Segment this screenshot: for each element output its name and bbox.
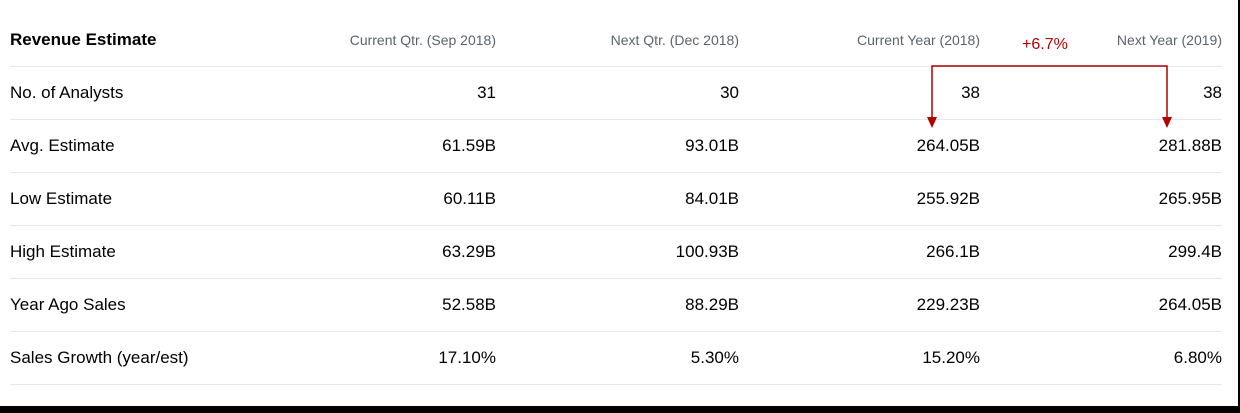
table-row-avg-estimate: Avg. Estimate 61.59B 93.01B 264.05B 281.… [10, 119, 1222, 173]
header-revenue-estimate: Revenue Estimate [10, 14, 256, 67]
cell-current-qtr: 61.59B [256, 119, 496, 173]
cell-next-year: 6.80% [980, 331, 1222, 385]
cell-current-year: 255.92B [739, 172, 980, 226]
revenue-estimate-table: Revenue Estimate Current Qtr. (Sep 2018)… [10, 14, 1222, 385]
cell-next-year: 264.05B [980, 278, 1222, 332]
header-current-qtr: Current Qtr. (Sep 2018) [256, 14, 496, 67]
cell-current-qtr: 17.10% [256, 331, 496, 385]
cell-next-year: 38 [980, 66, 1222, 120]
table-header-row: Revenue Estimate Current Qtr. (Sep 2018)… [10, 14, 1222, 67]
table-row-year-ago-sales: Year Ago Sales 52.58B 88.29B 229.23B 264… [10, 278, 1222, 332]
header-current-year: Current Year (2018) [739, 14, 980, 67]
row-label: Sales Growth (year/est) [10, 331, 256, 385]
table-row-sales-growth: Sales Growth (year/est) 17.10% 5.30% 15.… [10, 331, 1222, 385]
cell-next-qtr: 100.93B [496, 225, 739, 279]
table-row-low-estimate: Low Estimate 60.11B 84.01B 255.92B 265.9… [10, 172, 1222, 226]
cell-next-year: 265.95B [980, 172, 1222, 226]
cell-current-qtr: 63.29B [256, 225, 496, 279]
cell-current-year: 38 [739, 66, 980, 120]
cell-current-qtr: 60.11B [256, 172, 496, 226]
cell-current-year: 264.05B [739, 119, 980, 173]
row-label: No. of Analysts [10, 66, 256, 120]
row-label: Avg. Estimate [10, 119, 256, 173]
cell-next-qtr: 30 [496, 66, 739, 120]
row-label: High Estimate [10, 225, 256, 279]
cell-current-qtr: 52.58B [256, 278, 496, 332]
cell-current-year: 229.23B [739, 278, 980, 332]
cell-next-year: 299.4B [980, 225, 1222, 279]
cell-next-qtr: 93.01B [496, 119, 739, 173]
cell-next-year: 281.88B [980, 119, 1222, 173]
header-next-year: Next Year (2019) [980, 14, 1222, 67]
cell-next-qtr: 5.30% [496, 331, 739, 385]
cell-next-qtr: 88.29B [496, 278, 739, 332]
table-row-no-of-analysts: No. of Analysts 31 30 38 38 [10, 66, 1222, 120]
row-label: Low Estimate [10, 172, 256, 226]
row-label: Year Ago Sales [10, 278, 256, 332]
growth-percent-label: +6.7% [1022, 36, 1068, 53]
cell-next-qtr: 84.01B [496, 172, 739, 226]
cell-current-year: 15.20% [739, 331, 980, 385]
table-row-high-estimate: High Estimate 63.29B 100.93B 266.1B 299.… [10, 225, 1222, 279]
cell-current-qtr: 31 [256, 66, 496, 120]
cell-current-year: 266.1B [739, 225, 980, 279]
header-next-qtr: Next Qtr. (Dec 2018) [496, 14, 739, 67]
